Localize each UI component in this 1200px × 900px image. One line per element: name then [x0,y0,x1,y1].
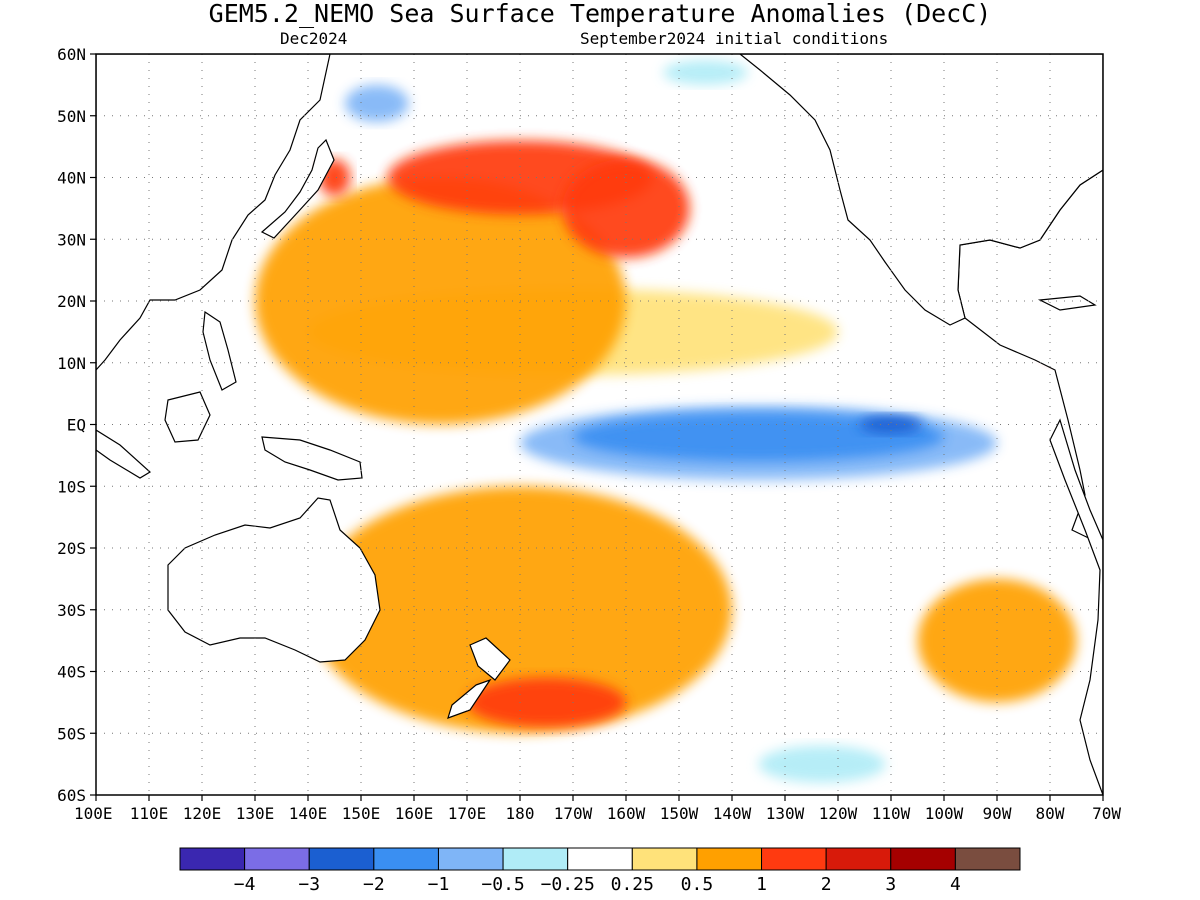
colorbar-swatch [502,847,569,871]
lon-tick-label: 150E [342,804,381,823]
lat-tick-label: 10N [57,354,86,373]
map-subtitle-left: Dec2024 [280,29,347,48]
colorbar-swatch [631,847,698,871]
anomaly-region-2 [859,415,923,434]
lon-tick-label: 160W [607,804,646,823]
colorbar: −4 −3 −2 −1 −0.5 −0.25 0.25 0.5 1 2 3 4 [179,847,1021,895]
longitude-axis: 100E 110E 120E 130E 140E 150E 160E 170E 180 170W 1… [74,795,1121,823]
colorbar-swatch [437,847,504,871]
lat-tick-label: 20S [57,539,86,558]
lat-tick-label: 60S [57,786,86,805]
colorbar-swatch [244,847,310,871]
colorbar-label: −0.25 [541,874,595,895]
anomaly-region-1 [573,412,944,462]
lat-tick-label: 40S [57,663,86,682]
coast-borneo [164,391,211,443]
lon-tick-label: 100E [74,804,113,823]
latitude-axis: 60N 50N 40N 30N 20N 10N EQ 10S 20S 30S 40S 50S 60S [57,45,96,805]
colorbar-swatch [179,847,246,871]
colorbar-label: −1 [428,874,450,895]
lon-tick-label: 100W [925,804,964,823]
colorbar-swatch [567,847,633,871]
colorbar-swatch [373,847,439,871]
lon-tick-label: 160E [395,804,434,823]
anomaly-region-6 [562,158,690,258]
lat-tick-label: EQ [67,416,86,435]
lat-tick-label: 30S [57,601,86,620]
lon-tick-label: 70W [1092,804,1121,823]
coast-south-america [1049,418,1103,795]
map-panel [96,54,1103,795]
colorbar-label: 0.25 [611,874,654,895]
colorbar-label: 3 [885,874,896,895]
lon-tick-label: 170E [448,804,487,823]
colorbar-label: −2 [363,874,385,895]
anomaly-region-13 [663,60,748,85]
land-outlines [96,54,1103,795]
lon-tick-label: 80W [1036,804,1065,823]
lon-tick-label: 90W [983,804,1012,823]
lat-tick-label: 10S [57,477,86,496]
coast-asia [96,54,331,371]
lat-tick-label: 20N [57,292,86,311]
lon-tick-label: 110W [872,804,911,823]
coast-philippines [202,310,237,391]
lon-tick-label: 120W [819,804,858,823]
map-subtitle-right: September2024 initial conditions [580,29,888,48]
coast-north-america-west [739,54,1103,326]
colorbar-label: 4 [950,874,961,895]
colorbar-swatch [761,847,827,871]
colorbar-swatch [308,847,375,871]
lon-tick-label: 130E [236,804,275,823]
colorbar-label: 2 [821,874,832,895]
anomaly-region-14 [758,745,886,783]
coast-cuba [1037,295,1097,311]
anomaly-region-8 [467,677,626,728]
colorbar-label: −3 [298,874,320,895]
lat-tick-label: 30N [57,230,86,249]
lat-tick-label: 50N [57,107,86,126]
coast-new-zealand-north [469,637,511,681]
coast-new-zealand-south [447,678,492,719]
colorbar-label: −4 [234,874,256,895]
colorbar-label: −0.5 [481,874,524,895]
anomaly-region-9 [917,578,1077,703]
anomaly-region-12 [345,84,409,122]
lat-tick-label: 60N [57,45,86,64]
lon-tick-label: 180 [506,804,535,823]
coast-sumatra [96,429,152,479]
lon-tick-label: 170W [554,804,593,823]
coast-new-guinea [261,436,363,481]
lon-tick-label: 150W [660,804,699,823]
lon-tick-label: 140E [289,804,328,823]
lon-tick-label: 130W [766,804,805,823]
colorbar-label: 0.5 [681,874,714,895]
colorbar-swatch [825,847,892,871]
colorbar-label: 1 [756,874,767,895]
colorbar-swatch [890,847,956,871]
lat-tick-label: 50S [57,724,86,743]
coast-japan [260,138,335,239]
map-title: GEM5.2_NEMO Sea Surface Temperature Anom… [209,0,992,28]
lon-tick-label: 120E [183,804,222,823]
colorbar-swatch [696,847,763,871]
coast-australia [167,497,381,663]
colorbar-swatch [954,847,1021,871]
lon-tick-label: 140W [713,804,752,823]
lat-tick-label: 40N [57,169,86,188]
lon-tick-label: 110E [130,804,169,823]
